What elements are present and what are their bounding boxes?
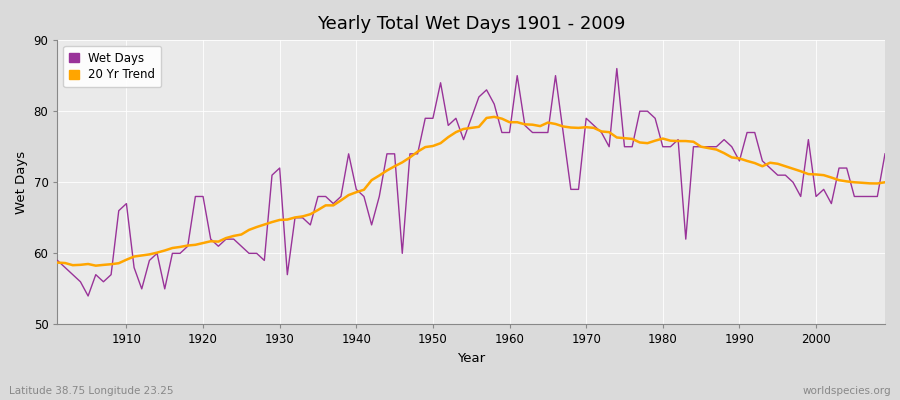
20 Yr Trend bbox=[290, 215, 301, 220]
20 Yr Trend bbox=[121, 257, 131, 262]
Wet Days bbox=[336, 194, 346, 199]
20 Yr Trend bbox=[512, 120, 523, 125]
Wet Days bbox=[83, 294, 94, 298]
Wet Days bbox=[879, 152, 890, 156]
X-axis label: Year: Year bbox=[457, 352, 485, 365]
Wet Days bbox=[52, 258, 63, 263]
Y-axis label: Wet Days: Wet Days bbox=[15, 151, 28, 214]
20 Yr Trend bbox=[489, 114, 500, 119]
20 Yr Trend bbox=[336, 198, 346, 203]
Line: 20 Yr Trend: 20 Yr Trend bbox=[58, 117, 885, 266]
20 Yr Trend bbox=[52, 260, 63, 265]
Wet Days bbox=[121, 201, 131, 206]
Wet Days bbox=[512, 73, 523, 78]
Title: Yearly Total Wet Days 1901 - 2009: Yearly Total Wet Days 1901 - 2009 bbox=[317, 15, 626, 33]
Line: Wet Days: Wet Days bbox=[58, 68, 885, 296]
Legend: Wet Days, 20 Yr Trend: Wet Days, 20 Yr Trend bbox=[63, 46, 161, 87]
Text: worldspecies.org: worldspecies.org bbox=[803, 386, 891, 396]
Wet Days bbox=[604, 144, 615, 149]
20 Yr Trend bbox=[90, 263, 101, 268]
Wet Days bbox=[290, 216, 301, 220]
20 Yr Trend bbox=[519, 122, 530, 127]
Wet Days bbox=[504, 130, 515, 135]
20 Yr Trend bbox=[611, 135, 622, 140]
Text: Latitude 38.75 Longitude 23.25: Latitude 38.75 Longitude 23.25 bbox=[9, 386, 174, 396]
Wet Days bbox=[611, 66, 622, 71]
20 Yr Trend bbox=[879, 180, 890, 185]
